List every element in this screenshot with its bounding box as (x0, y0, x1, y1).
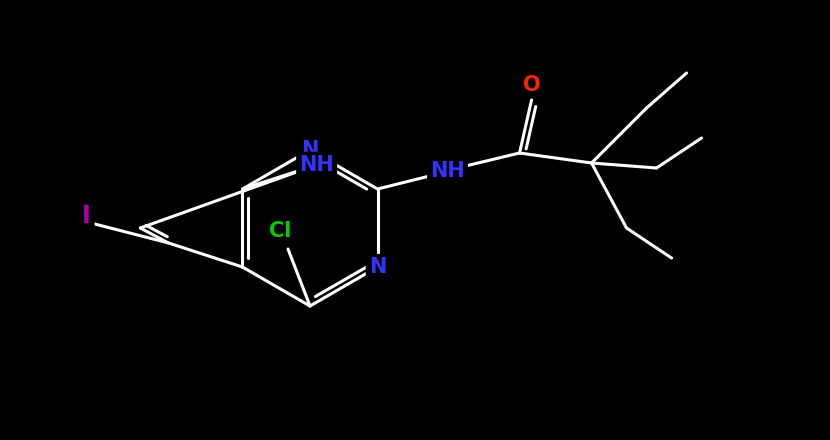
Text: NH: NH (300, 155, 334, 175)
Text: O: O (523, 75, 540, 95)
Text: NH: NH (430, 161, 465, 181)
Text: I: I (82, 205, 91, 228)
Text: N: N (301, 140, 319, 160)
Text: Cl: Cl (269, 221, 291, 241)
Text: N: N (369, 257, 386, 277)
